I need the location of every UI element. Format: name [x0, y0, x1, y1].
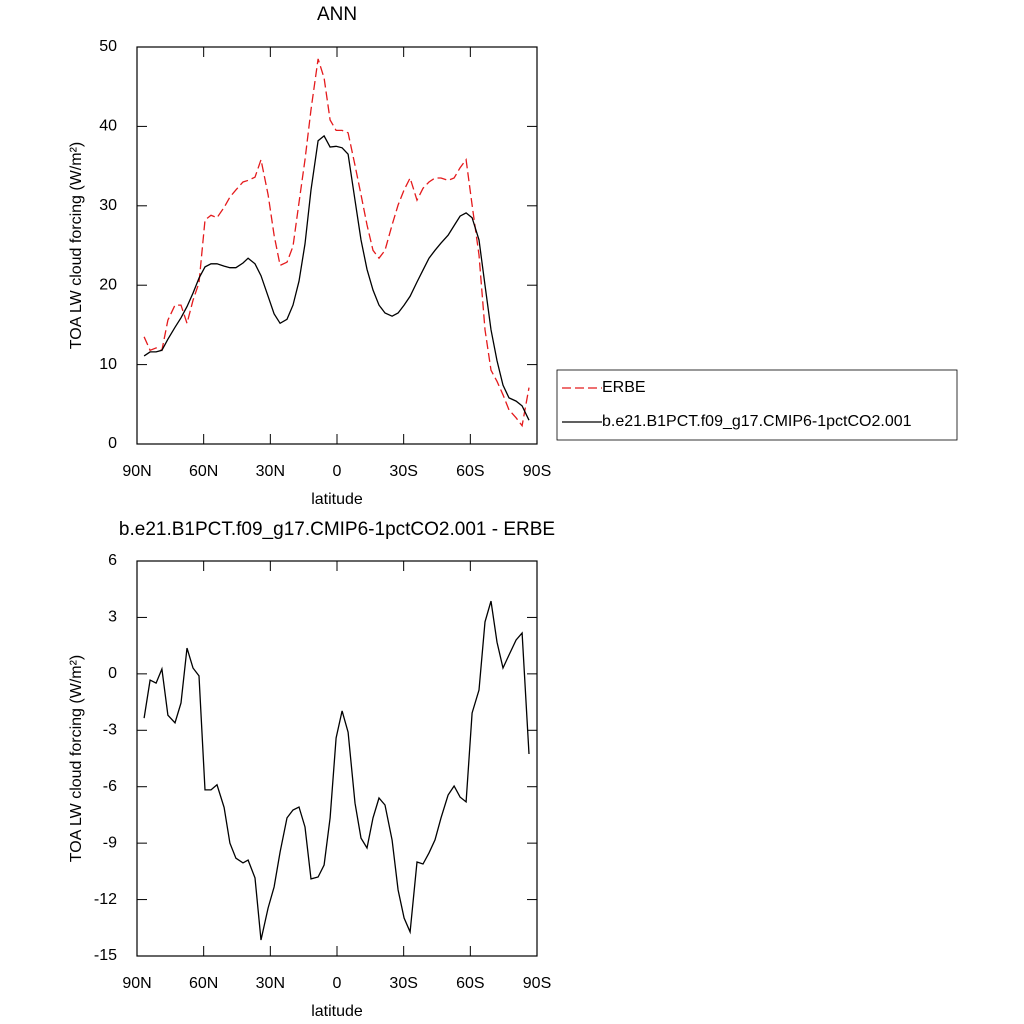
x-axis-label: latitude	[311, 1003, 363, 1020]
plot-frame	[136, 46, 538, 445]
y-tick-label: 3	[108, 609, 117, 626]
chart-title: ANN	[317, 4, 357, 25]
x-tick-label: 30N	[256, 975, 285, 992]
x-tick-label: 90S	[523, 975, 551, 992]
x-tick-label: 0	[333, 463, 342, 480]
y-axis-label: TOA LW cloud forcing (W/m²)	[68, 142, 85, 349]
x-tick-label: 60N	[189, 463, 218, 480]
y-tick-label: -9	[103, 834, 117, 851]
y-axis-label: TOA LW cloud forcing (W/m²)	[68, 655, 85, 862]
plot-frame	[136, 560, 538, 957]
series-line	[143, 58, 530, 428]
legend-label: b.e21.B1PCT.f09_g17.CMIP6-1pctCO2.001	[602, 413, 912, 430]
x-tick-label: 30S	[389, 463, 417, 480]
x-tick-label: 90N	[122, 975, 151, 992]
x-tick-label: 30S	[389, 975, 417, 992]
y-tick-label: 0	[108, 665, 117, 682]
series-line	[143, 134, 530, 421]
series-line	[143, 600, 530, 941]
x-tick-label: 60S	[456, 463, 484, 480]
legend-label: ERBE	[602, 379, 646, 396]
y-tick-label: 30	[99, 197, 117, 214]
x-axis-label: latitude	[311, 491, 363, 508]
chart-title: b.e21.B1PCT.f09_g17.CMIP6-1pctCO2.001 - …	[119, 519, 555, 540]
y-tick-label: 20	[99, 276, 117, 293]
y-tick-label: -3	[103, 722, 117, 739]
y-tick-label: -6	[103, 778, 117, 795]
y-tick-label: 10	[99, 356, 117, 373]
y-tick-label: 0	[108, 435, 117, 452]
y-tick-label: -12	[94, 891, 117, 908]
legend-box	[556, 369, 958, 441]
x-tick-label: 90N	[122, 463, 151, 480]
y-tick-label: 40	[99, 118, 117, 135]
y-tick-label: -15	[94, 947, 117, 964]
y-tick-label: 6	[108, 552, 117, 569]
y-tick-label: 50	[99, 38, 117, 55]
x-tick-label: 60N	[189, 975, 218, 992]
x-tick-label: 90S	[523, 463, 551, 480]
x-tick-label: 30N	[256, 463, 285, 480]
x-tick-label: 0	[333, 975, 342, 992]
x-tick-label: 60S	[456, 975, 484, 992]
